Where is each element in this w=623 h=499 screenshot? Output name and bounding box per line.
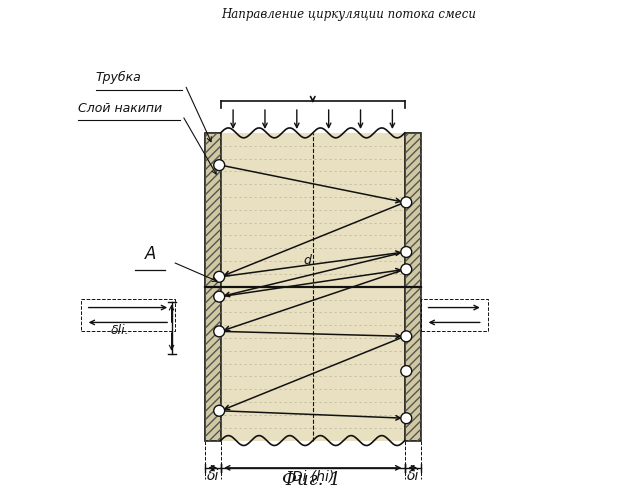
Circle shape xyxy=(214,326,225,337)
Bar xyxy=(405,133,421,441)
Circle shape xyxy=(214,405,225,416)
Circle shape xyxy=(401,413,412,424)
Circle shape xyxy=(401,264,412,275)
Text: Di (hi): Di (hi) xyxy=(292,469,334,483)
Circle shape xyxy=(214,271,225,282)
Text: d: d xyxy=(304,254,312,267)
Text: A: A xyxy=(145,246,156,263)
Text: Слой накипи: Слой накипи xyxy=(78,102,163,115)
Text: δli.: δli. xyxy=(111,324,130,337)
Text: δi: δi xyxy=(207,469,219,483)
Text: δi: δi xyxy=(407,469,419,483)
Circle shape xyxy=(214,160,225,171)
Circle shape xyxy=(214,291,225,302)
Bar xyxy=(205,133,221,441)
Text: Направление циркуляции потока смеси: Направление циркуляции потока смеси xyxy=(221,8,476,21)
Circle shape xyxy=(401,247,412,257)
Bar xyxy=(205,133,221,441)
Text: Фиг. 1: Фиг. 1 xyxy=(282,471,341,489)
Circle shape xyxy=(401,197,412,208)
Bar xyxy=(221,133,405,441)
Circle shape xyxy=(401,366,412,377)
Text: Трубка: Трубка xyxy=(96,71,141,84)
Bar xyxy=(405,133,421,441)
Circle shape xyxy=(401,331,412,342)
